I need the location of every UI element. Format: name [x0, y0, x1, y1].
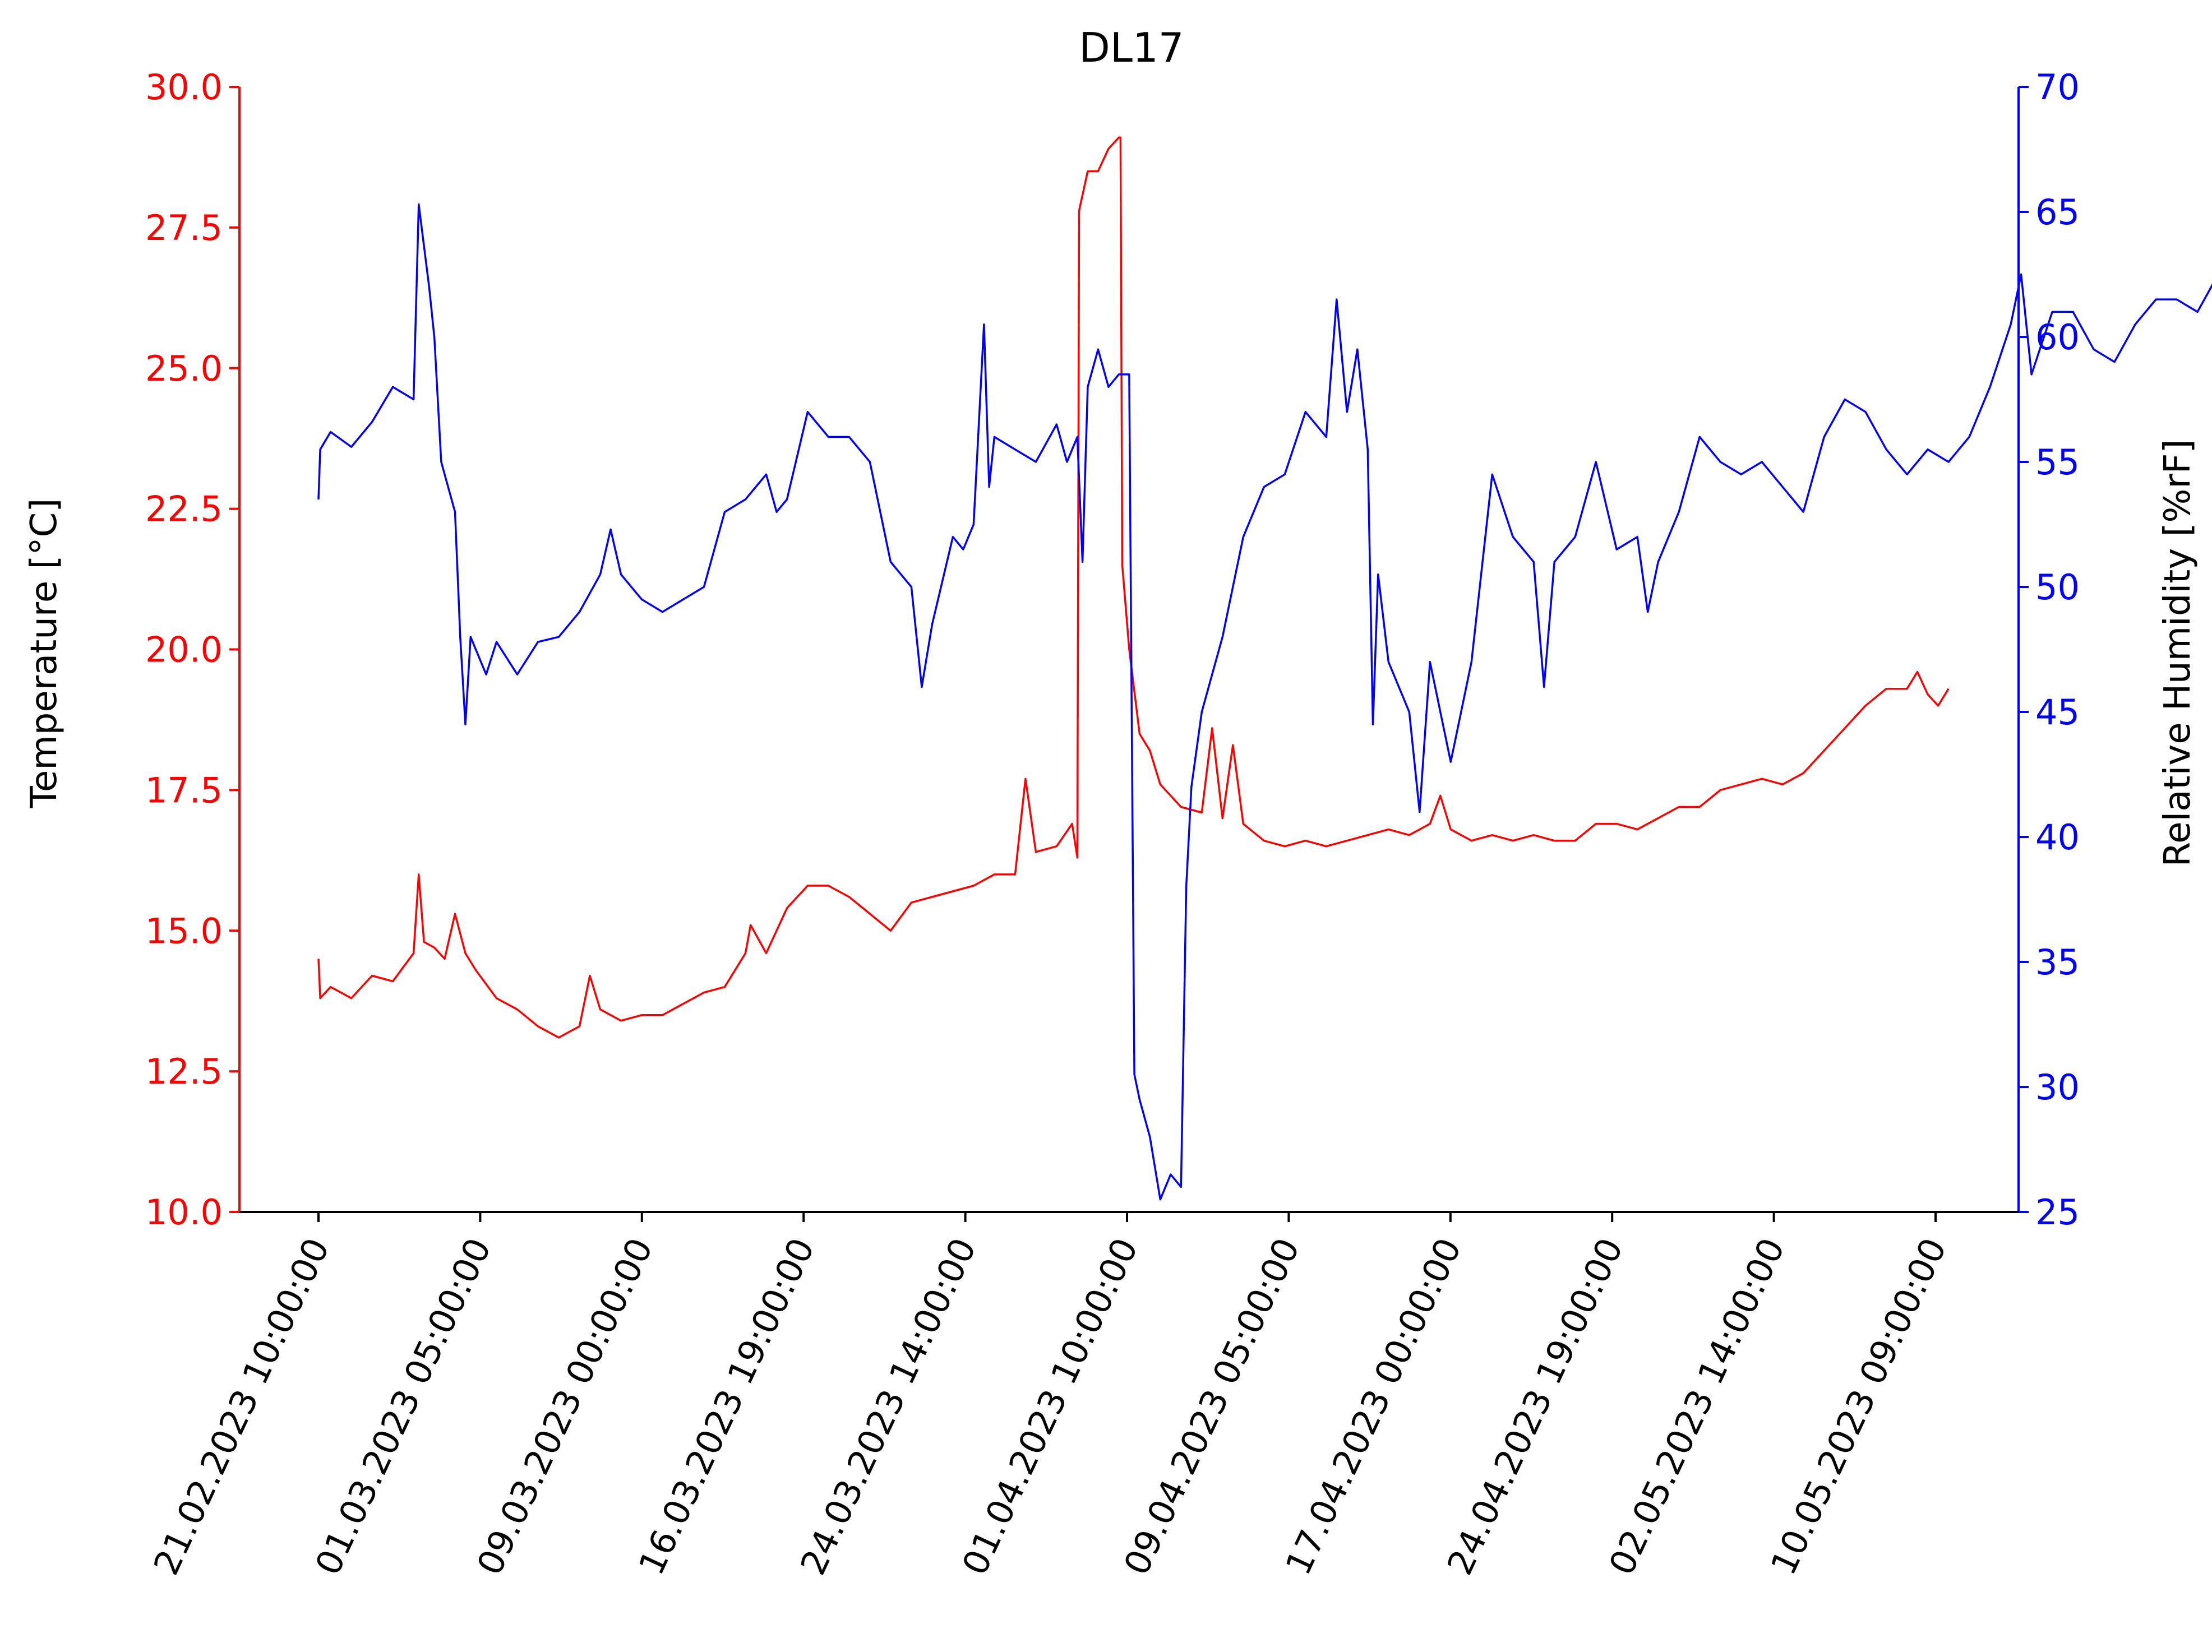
y-left-tick-label: 22.5	[145, 489, 223, 530]
temperature-series-line	[317, 136, 1950, 1039]
y-right-axis-label: Relative Humidity [%rF]	[2157, 439, 2199, 867]
y-left-tick-label: 20.0	[145, 630, 223, 670]
y-left-tick-label: 10.0	[145, 1192, 223, 1233]
y-left-tick-label: 17.5	[145, 770, 223, 811]
y-left-tick-label: 15.0	[145, 910, 223, 951]
y-left-tick-label: 27.5	[145, 207, 223, 248]
series-layer	[317, 136, 2212, 1201]
chart-title: DL17	[1079, 24, 1184, 71]
y-right-tick-label: 55	[2035, 442, 2080, 483]
y-right-tick-label: 50	[2035, 567, 2080, 608]
y-right-tick-label: 60	[2035, 317, 2080, 358]
y-right-tick-label: 70	[2035, 67, 2080, 108]
y-left-tick-label: 12.5	[145, 1051, 223, 1092]
y-right-tick-label: 30	[2035, 1067, 2080, 1108]
y-right-tick-label: 40	[2035, 817, 2080, 858]
y-right-tick-label: 45	[2035, 692, 2080, 733]
y-right-tick-label: 25	[2035, 1192, 2080, 1233]
y-right-tick-label: 65	[2035, 192, 2080, 233]
y-left-tick-label: 25.0	[145, 348, 223, 389]
y-left-axis-label: Temperature [°C]	[24, 498, 65, 808]
y-right-tick-label: 35	[2035, 942, 2080, 983]
y-left-tick-label: 30.0	[145, 67, 223, 108]
humidity-series-line	[317, 203, 2212, 1201]
